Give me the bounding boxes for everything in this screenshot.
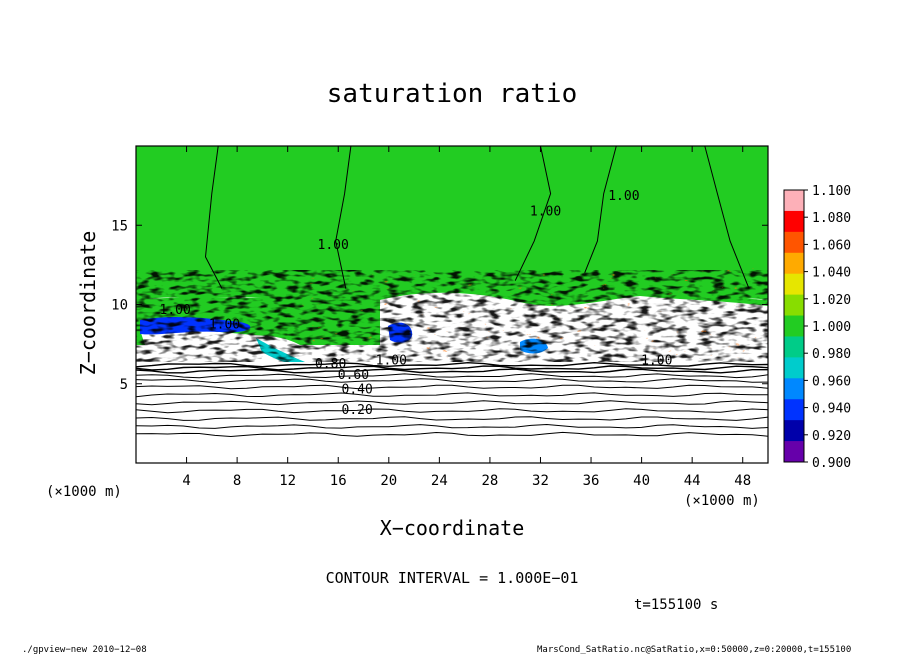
x-axis: 4 8 12 16 20 24 28 32 36 40 44 48 (182, 146, 751, 489)
y-axis-unit-label: (×1000 m) (46, 484, 122, 500)
y-tick-label: 5 (120, 377, 128, 393)
x-tick-label: 28 (481, 473, 498, 489)
x-tick-label: 44 (684, 473, 701, 489)
colorbar-swatch (784, 252, 804, 275)
contour-line (136, 368, 768, 374)
contour-line (335, 146, 352, 289)
footer-data-source: MarsCond_SatRatio.nc@SatRatio,x=0:50000,… (537, 645, 851, 654)
x-axis-label: X−coordinate (380, 516, 525, 540)
contour-label: 1.00 (160, 303, 191, 318)
contour-label: 1.00 (530, 205, 561, 220)
contour-line (136, 423, 768, 429)
colorbar-swatch (784, 315, 804, 337)
contour-label: 1.00 (641, 354, 672, 369)
colorbar-swatch (784, 420, 804, 442)
colorbar-label: 1.040 (812, 266, 851, 281)
contour-label: 1.00 (318, 238, 349, 253)
x-tick-label: 36 (583, 473, 600, 489)
colorbar-swatch (784, 336, 804, 358)
contour-label: 0.20 (342, 403, 373, 418)
contour-label: 1.00 (376, 354, 407, 369)
x-axis-unit-label: (×1000 m) (684, 493, 760, 509)
contour-line (584, 146, 617, 273)
x-tick-label: 8 (233, 473, 241, 489)
colorbar-label: 1.080 (812, 211, 851, 226)
supersaturated-region (136, 146, 768, 300)
footer-program-date: ./gpview−new 2010−12−08 (22, 645, 147, 654)
contour-line (136, 384, 768, 390)
subsaturated-lower-region (136, 362, 768, 463)
contour-line (514, 146, 552, 281)
colorbar-label: 0.980 (812, 347, 851, 362)
colorbar-label: 0.940 (812, 402, 851, 417)
x-tick-label: 12 (279, 473, 296, 489)
colorbar-label: 0.960 (812, 374, 851, 389)
colorbar-swatch (784, 399, 804, 421)
x-tick-label: 48 (734, 473, 751, 489)
colorbar-label: 1.060 (812, 238, 851, 253)
x-tick-label: 32 (532, 473, 549, 489)
contour-line (136, 365, 768, 371)
x-tick-label: 40 (633, 473, 650, 489)
x-tick-label: 20 (380, 473, 397, 489)
colorbar-swatch (784, 190, 804, 212)
time-text: t=155100 s (634, 597, 718, 613)
contour-label: 0.40 (342, 382, 373, 397)
plot-area: 0.20 0.400.600.80 1.00 1.00 1.00 1.00 1.00 1.00… (136, 146, 768, 463)
contour-line (136, 361, 768, 368)
contour-lines (136, 146, 768, 438)
colorbar-swatch (784, 378, 804, 400)
colorbar-label: 0.920 (812, 429, 851, 444)
x-tick-label: 16 (330, 473, 347, 489)
colorbar-label: 1.100 (812, 184, 851, 199)
y-axis: 5 10 15 (111, 218, 768, 393)
chart-title: saturation ratio (327, 79, 577, 109)
y-tick-label: 15 (111, 218, 128, 234)
contour-line (704, 146, 750, 289)
colorbar-swatch (784, 210, 804, 233)
colorbar-label: 1.000 (812, 320, 851, 335)
contour-line (136, 400, 768, 406)
contour-line (136, 392, 768, 398)
contour-interval-text: CONTOUR INTERVAL = 1.000E−01 (326, 569, 579, 587)
contour-label: 0.80 (315, 357, 346, 372)
colorbar-swatch (784, 441, 804, 463)
colorbar-swatch (784, 273, 804, 296)
colorbar-swatch (784, 294, 804, 317)
colorbar-label: 1.020 (812, 293, 851, 308)
contour-label: 0.60 (338, 368, 369, 383)
x-tick-label: 24 (431, 473, 448, 489)
colorbar-swatch (784, 231, 804, 254)
contour-line (204, 146, 223, 289)
contour-labels: 0.20 0.400.600.80 1.00 1.00 1.00 1.00 1.00 1.00… (160, 189, 673, 418)
colorbar-label: 0.900 (812, 456, 851, 471)
contour-label: 1.00 (608, 189, 639, 204)
colorbar: 1.100 1.080 1.060 1.040 1.020 1.000 0.980 0.960… (783, 184, 851, 471)
x-tick-label: 4 (182, 473, 190, 489)
y-tick-label: 10 (111, 298, 128, 314)
contour-line (136, 373, 768, 379)
contour-label: 1.00 (209, 317, 240, 332)
colorbar-swatch (784, 357, 804, 379)
y-axis-label: Z−coordinate (76, 231, 100, 376)
saturation-field (136, 146, 768, 463)
supersaturation-texture (300, 268, 768, 358)
contour-line (136, 408, 768, 414)
contour-line (136, 378, 768, 384)
contour-line (136, 431, 768, 438)
contour-line (136, 416, 768, 421)
